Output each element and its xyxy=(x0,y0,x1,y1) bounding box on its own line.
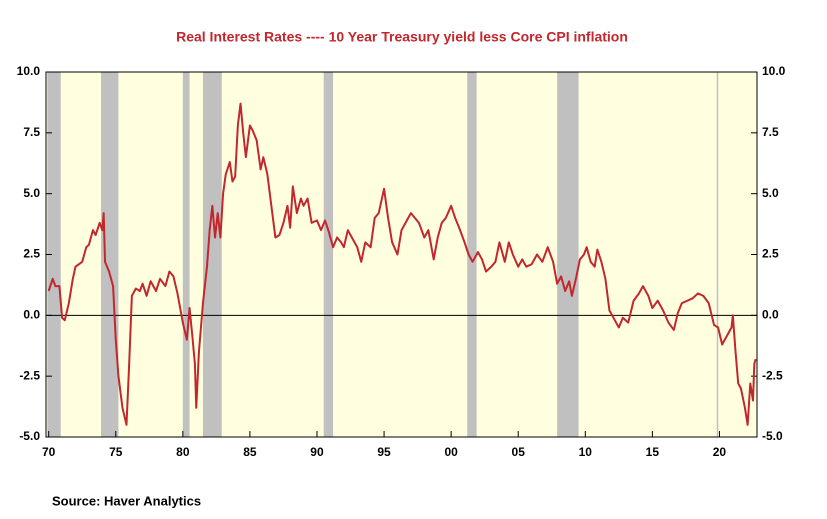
recession-band xyxy=(47,72,61,437)
y-tick-label: 0.0 xyxy=(23,308,40,322)
x-tick-label: 75 xyxy=(109,445,123,459)
y2-tick-label: 5.0 xyxy=(762,186,779,200)
x-tick-label: 05 xyxy=(512,445,526,459)
x-tick-label: 70 xyxy=(42,445,56,459)
plot-frame xyxy=(45,71,758,438)
recession-band xyxy=(101,72,119,437)
y-tick-label: 7.5 xyxy=(23,125,40,139)
x-tick-label: 20 xyxy=(713,445,727,459)
plot-background xyxy=(46,72,757,437)
y-tick-label: 2.5 xyxy=(23,247,40,261)
recession-band xyxy=(716,72,719,437)
recession-band xyxy=(202,72,222,437)
chart-title: Real Interest Rates ---- 10 Year Treasur… xyxy=(176,29,628,45)
recession-band xyxy=(557,72,579,437)
y2-tick-label: -2.5 xyxy=(762,368,783,382)
y-tick-label: 10.0 xyxy=(17,64,41,78)
y-tick-label: -5.0 xyxy=(19,429,40,443)
x-tick-label: 85 xyxy=(243,445,257,459)
x-tick-label: 95 xyxy=(377,445,391,459)
y2-tick-label: 10.0 xyxy=(762,64,786,78)
y-tick-label: -2.5 xyxy=(19,368,40,382)
y2-tick-label: 7.5 xyxy=(762,125,779,139)
x-tick-label: 80 xyxy=(176,445,190,459)
source-note: Source: Haver Analytics xyxy=(52,493,201,508)
y2-tick-label: 2.5 xyxy=(762,247,779,261)
x-tick-label: 90 xyxy=(310,445,324,459)
x-tick-label: 15 xyxy=(646,445,660,459)
y-tick-label: 5.0 xyxy=(23,186,40,200)
recession-band xyxy=(467,72,477,437)
x-tick-label: 10 xyxy=(579,445,593,459)
recession-band xyxy=(323,72,334,437)
recession-band xyxy=(182,72,190,437)
data-line xyxy=(47,102,757,426)
y2-tick-label: 0.0 xyxy=(762,308,779,322)
y2-tick-label: -5.0 xyxy=(762,429,783,443)
x-tick-label: 00 xyxy=(444,445,458,459)
